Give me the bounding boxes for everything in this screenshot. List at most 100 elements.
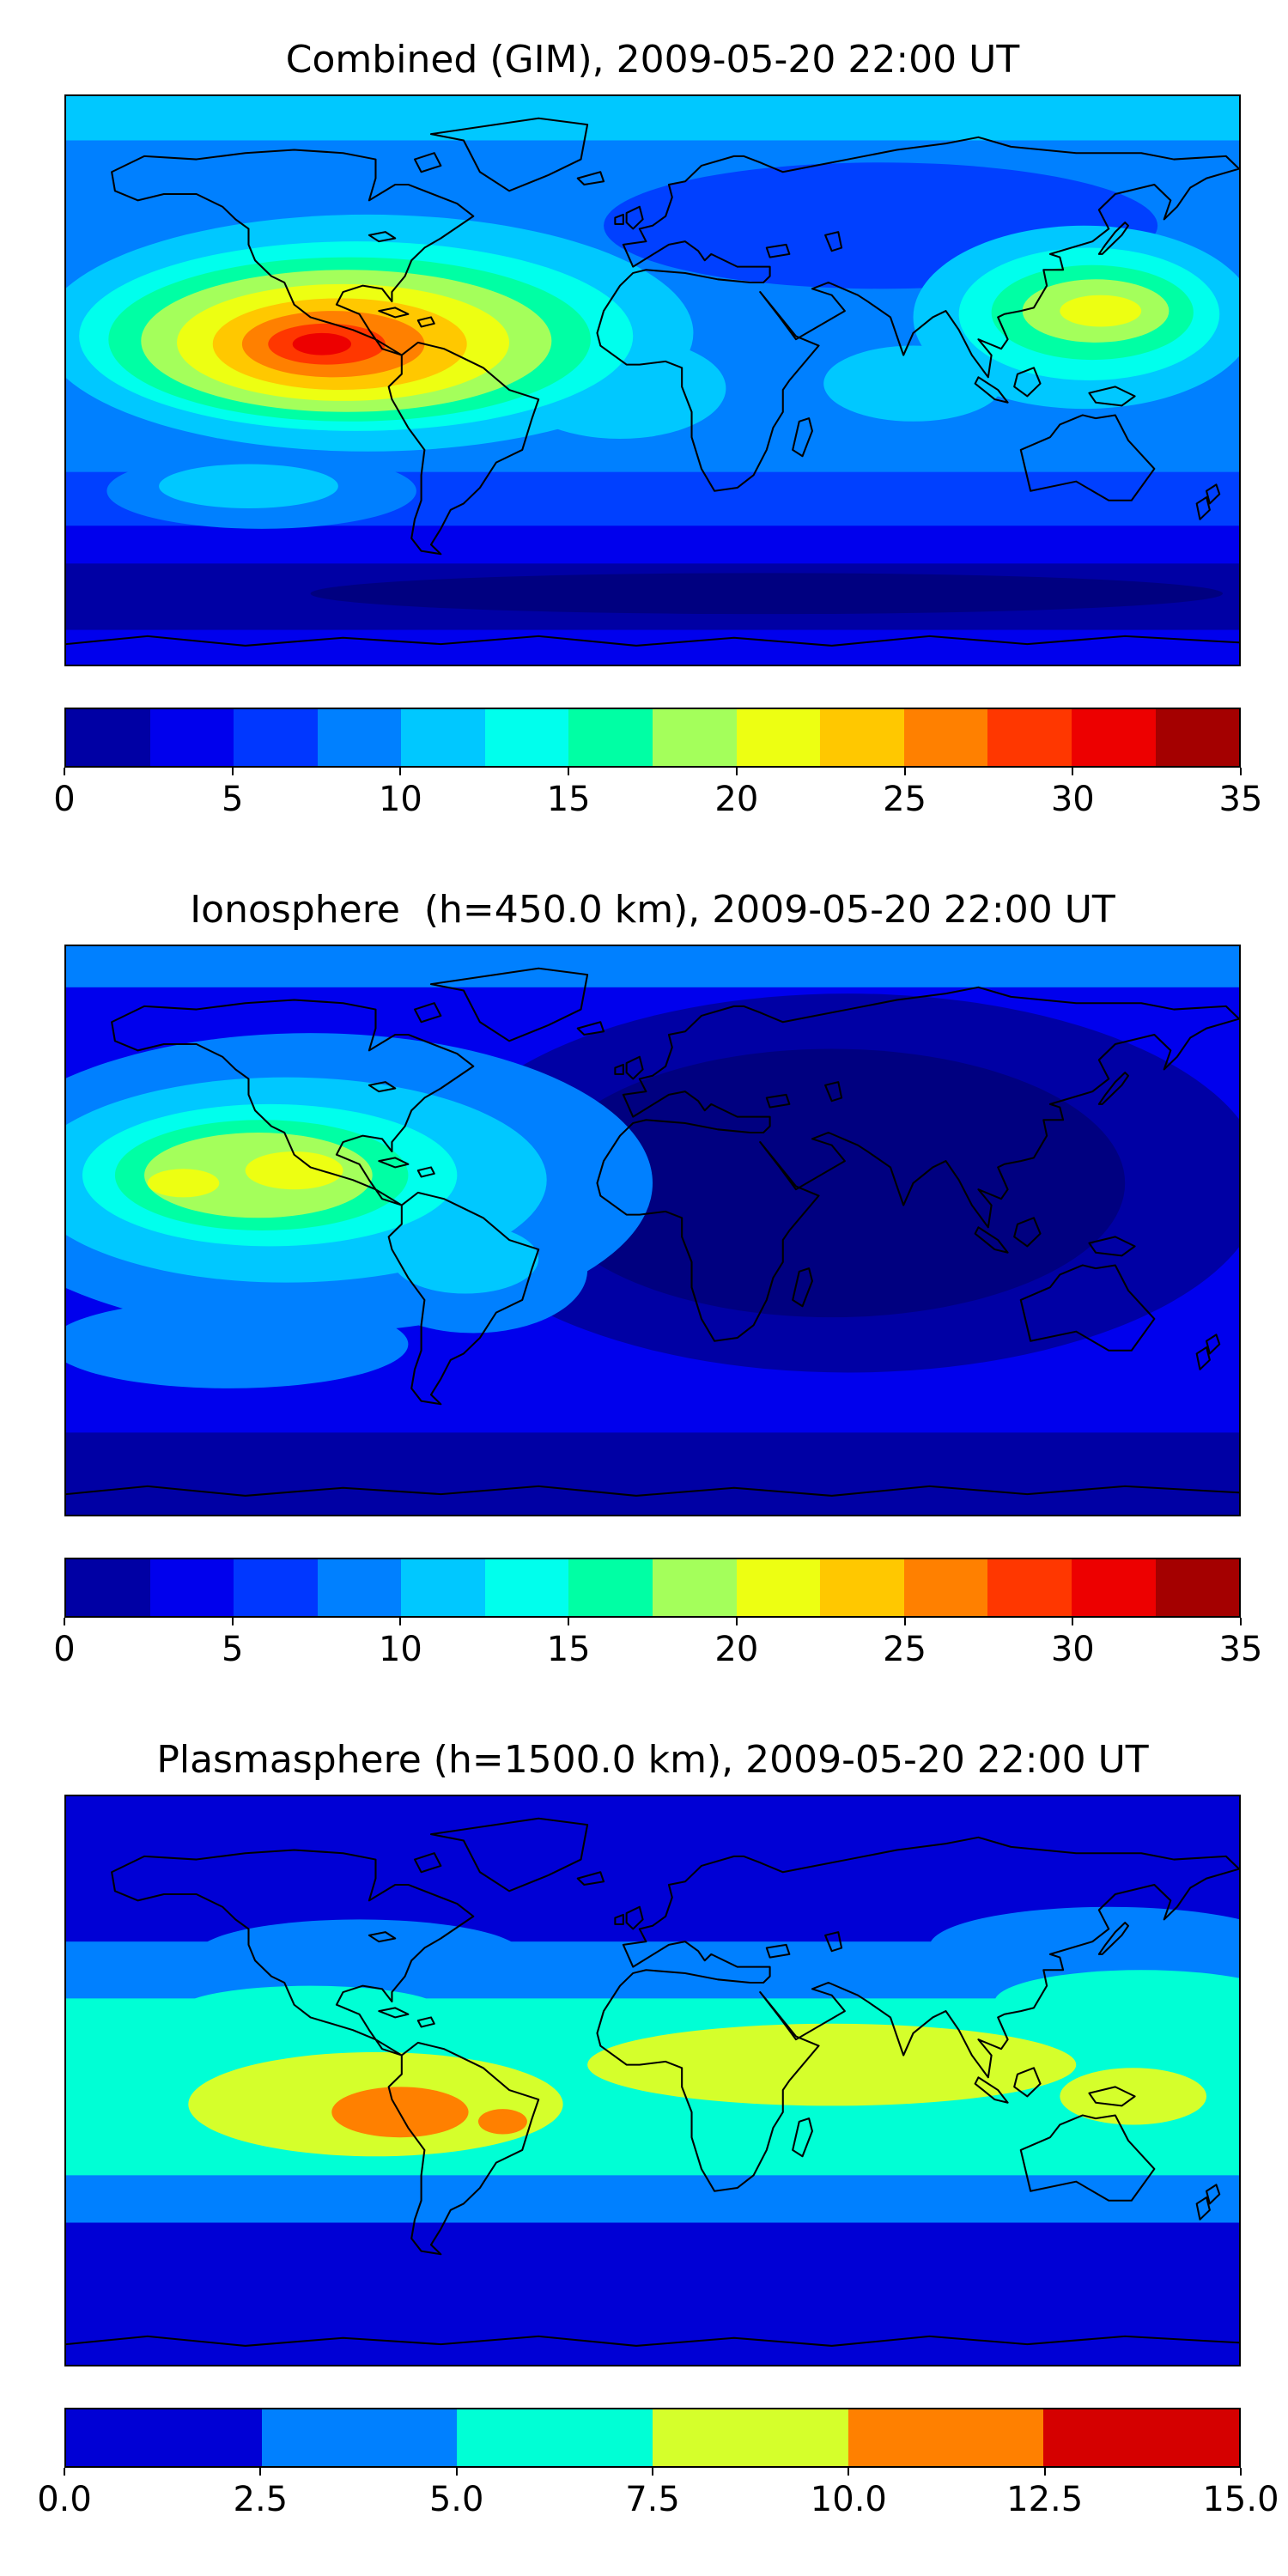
colorbar-tickmark: [399, 1618, 402, 1625]
colorbar-segment: [317, 709, 402, 766]
colorbar-tick-label: 0: [53, 1630, 76, 1669]
colorbar-tickmark: [1072, 768, 1074, 775]
colorbar-tickmark: [735, 1618, 738, 1625]
colorbar-segment: [66, 2409, 262, 2466]
colorbar-tick-label: 30: [1050, 780, 1095, 819]
map-combined: [64, 94, 1241, 666]
colorbar-segment: [234, 709, 318, 766]
colorbar-segment: [484, 709, 569, 766]
colorbar-segment: [1071, 1559, 1156, 1616]
world-map-svg-ionosphere: [66, 946, 1239, 1515]
colorbar-tick-label: 5: [221, 1630, 244, 1669]
map-ionosphere: [64, 945, 1241, 1516]
colorbar-segment: [903, 1559, 988, 1616]
colorbar-segment: [149, 1559, 234, 1616]
colorbar-labels-ionosphere: 0 5 10 15 20 25 30 35: [53, 1630, 1262, 1674]
colorbar-segment: [401, 709, 485, 766]
colorbar-tick-label: 5.0: [428, 2480, 484, 2519]
colorbar-segment: [820, 1559, 904, 1616]
colorbar-segment: [261, 2409, 458, 2466]
colorbar-tickmark: [231, 1618, 234, 1625]
panel-title-combined: Combined (GIM), 2009-05-20 22:00 UT: [285, 38, 1020, 82]
world-map-svg-plasmasphere: [66, 1796, 1239, 2365]
colorbar-tick-label: 12.5: [1006, 2480, 1084, 2519]
colorbar-tick-label: 0.0: [37, 2480, 92, 2519]
colorbar-segment: [149, 709, 234, 766]
colorbar-tick-label: 15: [546, 1630, 591, 1669]
colorbar-segment: [484, 1559, 569, 1616]
colorbar-tick-label: 10: [378, 1630, 422, 1669]
contour-layer-ionosphere: [66, 946, 1239, 1515]
colorbar-segments: [66, 2409, 1240, 2466]
colorbar-segment: [848, 2409, 1044, 2466]
colorbar-tick-label: 25: [883, 780, 927, 819]
colorbar-labels-plasmasphere: 0.0 2.5 5.0 7.5 10.0 12.5 15.0: [37, 2480, 1279, 2524]
panel-title-ionosphere: Ionosphere (h=450.0 km), 2009-05-20 22:0…: [190, 888, 1115, 932]
colorbar-segments: [66, 1559, 1240, 1616]
colorbar-tick-label: 15.0: [1202, 2480, 1279, 2519]
colorbar-tickmark: [735, 768, 738, 775]
colorbar-ticks-combined: [64, 768, 1242, 776]
colorbar-segment: [987, 709, 1072, 766]
colorbar-segment: [234, 1559, 318, 1616]
colorbar-tickmark: [64, 768, 65, 775]
colorbar-tick-label: 15: [546, 780, 591, 819]
colorbar-segment: [1155, 1559, 1240, 1616]
figure: Combined (GIM), 2009-05-20 22:00 UT: [0, 36, 1288, 2524]
colorbar-combined: [64, 708, 1241, 768]
colorbar-tickmark: [903, 768, 906, 775]
colorbar-labels-combined: 0 5 10 15 20 25 30 35: [53, 780, 1262, 824]
colorbar-tickmark: [455, 2468, 458, 2476]
colorbar-segment: [1071, 709, 1156, 766]
colorbar-segment: [653, 1559, 737, 1616]
colorbar-segment: [820, 709, 904, 766]
colorbar-tickmark: [399, 768, 402, 775]
colorbar-tick-label: 35: [1218, 780, 1263, 819]
colorbar-segment: [736, 709, 821, 766]
colorbar-tick-label: 10: [378, 780, 422, 819]
colorbar-segment: [653, 709, 737, 766]
colorbar-ticks-ionosphere: [64, 1618, 1242, 1626]
colorbar-segment: [568, 1559, 653, 1616]
colorbar-tick-label: 5: [221, 780, 244, 819]
colorbar-tickmark: [568, 768, 570, 775]
colorbar-tick-label: 10.0: [810, 2480, 887, 2519]
colorbar-segments: [66, 709, 1240, 766]
colorbar-segment: [401, 1559, 485, 1616]
colorbar-tickmark: [1043, 2468, 1046, 2476]
colorbar-tickmark: [259, 2468, 262, 2476]
colorbar-segment: [653, 2409, 848, 2466]
world-map-svg-combined: [66, 96, 1239, 665]
colorbar-tickmark: [568, 1618, 570, 1625]
colorbar-tickmark: [64, 1618, 65, 1625]
colorbar-ticks-plasmasphere: [64, 2468, 1242, 2476]
colorbar-tick-label: 7.5: [625, 2480, 680, 2519]
colorbar-segment: [66, 709, 150, 766]
panel-combined: Combined (GIM), 2009-05-20 22:00 UT: [0, 36, 1288, 824]
colorbar-tickmark: [652, 2468, 653, 2476]
colorbar-segment: [568, 709, 653, 766]
panel-ionosphere: Ionosphere (h=450.0 km), 2009-05-20 22:0…: [0, 886, 1288, 1674]
colorbar-tick-label: 20: [714, 1630, 759, 1669]
colorbar-segment: [736, 1559, 821, 1616]
colorbar-segment: [457, 2409, 653, 2466]
map-plasmasphere: [64, 1795, 1241, 2366]
colorbar-segment: [66, 1559, 150, 1616]
colorbar-segment: [1155, 709, 1240, 766]
colorbar-tick-label: 2.5: [233, 2480, 289, 2519]
colorbar-tickmark: [231, 768, 234, 775]
contour-layer-plasmasphere: [66, 1796, 1239, 2365]
colorbar-segment: [903, 709, 988, 766]
colorbar-tick-label: 30: [1050, 1630, 1095, 1669]
colorbar-tick-label: 25: [883, 1630, 927, 1669]
colorbar-tickmark: [1240, 2468, 1242, 2476]
colorbar-ionosphere: [64, 1558, 1241, 1618]
contour-layer-combined: [66, 96, 1239, 665]
colorbar-segment: [317, 1559, 402, 1616]
colorbar-segment: [987, 1559, 1072, 1616]
colorbar-tick-label: 20: [714, 780, 759, 819]
panel-title-plasmasphere: Plasmasphere (h=1500.0 km), 2009-05-20 2…: [156, 1738, 1149, 1782]
colorbar-tickmark: [1072, 1618, 1074, 1625]
colorbar-tick-label: 0: [53, 780, 76, 819]
panel-plasmasphere: Plasmasphere (h=1500.0 km), 2009-05-20 2…: [0, 1736, 1288, 2524]
